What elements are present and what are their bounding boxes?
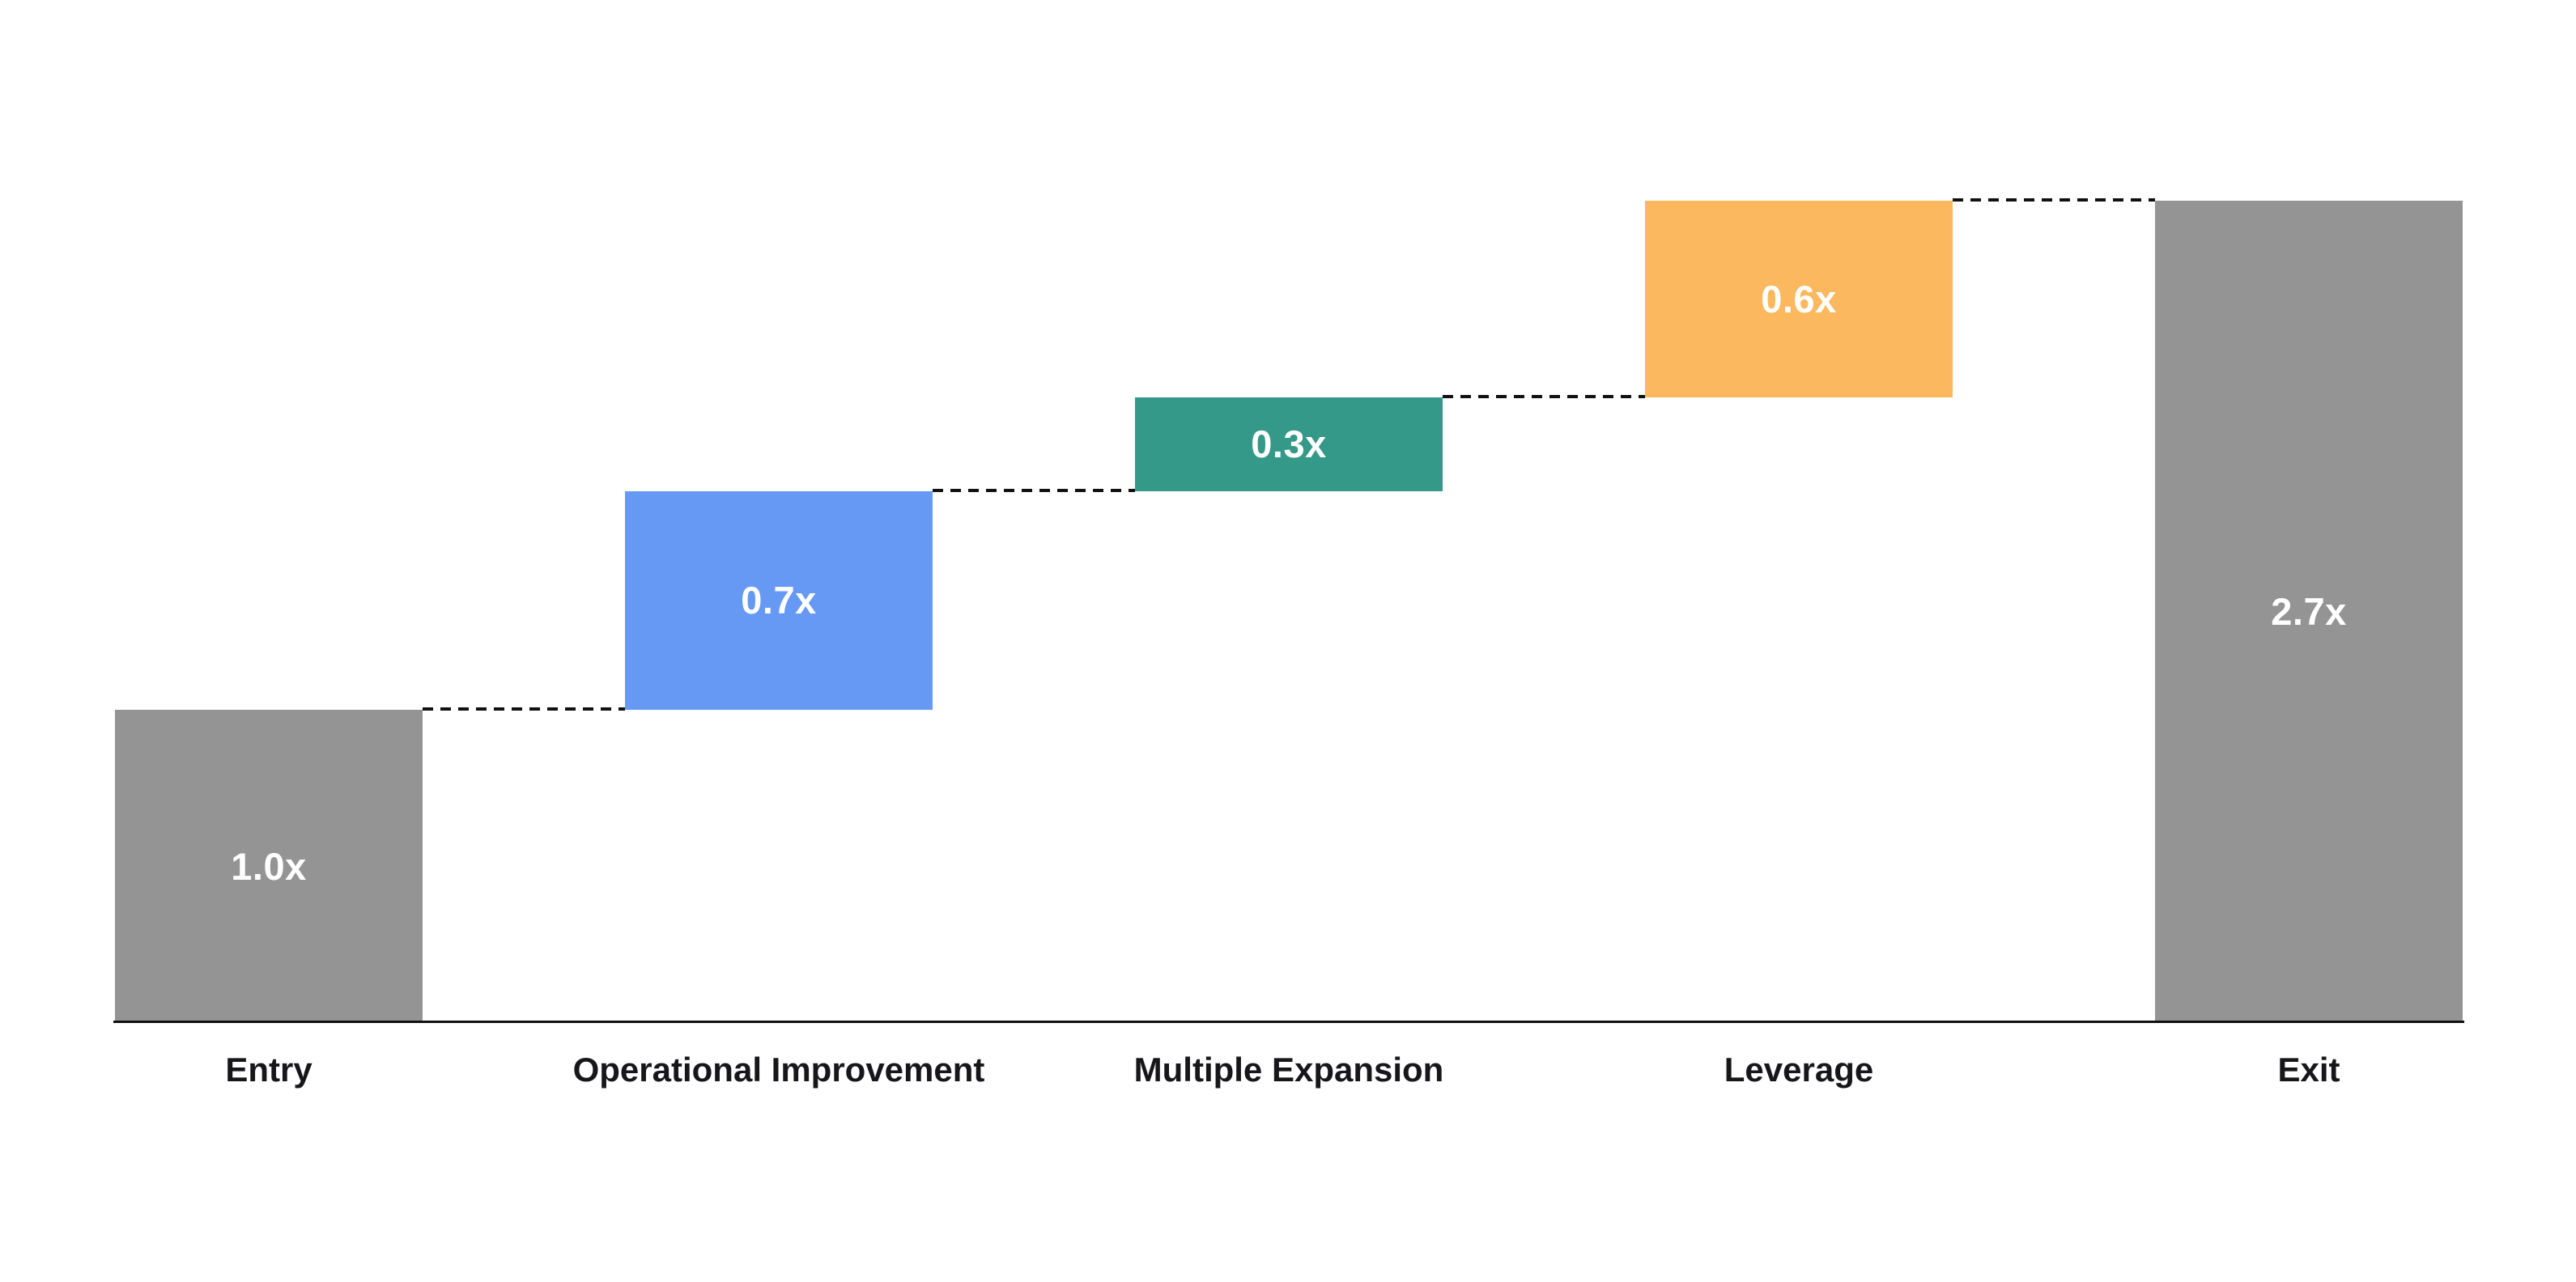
bar-value-label-entry: 1.0x — [231, 844, 307, 888]
bar-exit: 2.7x — [2155, 200, 2463, 1022]
x-axis-label-exit: Exit — [2277, 1051, 2340, 1089]
bar-operational-improvement: 0.7x — [625, 490, 933, 710]
connector-line-4 — [1953, 197, 2155, 202]
connector-line-2 — [933, 488, 1135, 492]
connector-line-1 — [423, 707, 625, 711]
x-axis-label-multiple-expansion: Multiple Expansion — [1133, 1051, 1444, 1089]
connector-line-3 — [1443, 395, 1645, 398]
x-axis-label-operational-improvement: Operational Improvement — [572, 1051, 985, 1089]
bar-entry: 1.0x — [115, 710, 423, 1022]
bar-value-label-exit: 2.7x — [2271, 589, 2347, 633]
x-axis-line — [113, 1021, 2464, 1023]
bar-value-label-multiple-expansion: 0.3x — [1251, 422, 1327, 466]
bar-multiple-expansion: 0.3x — [1135, 397, 1443, 491]
bar-value-label-leverage: 0.6x — [1761, 277, 1837, 320]
x-axis-label-leverage: Leverage — [1724, 1051, 1874, 1089]
bar-leverage: 0.6x — [1645, 200, 1953, 397]
bar-value-label-operational-improvement: 0.7x — [741, 579, 817, 622]
x-axis-label-entry: Entry — [225, 1051, 312, 1089]
